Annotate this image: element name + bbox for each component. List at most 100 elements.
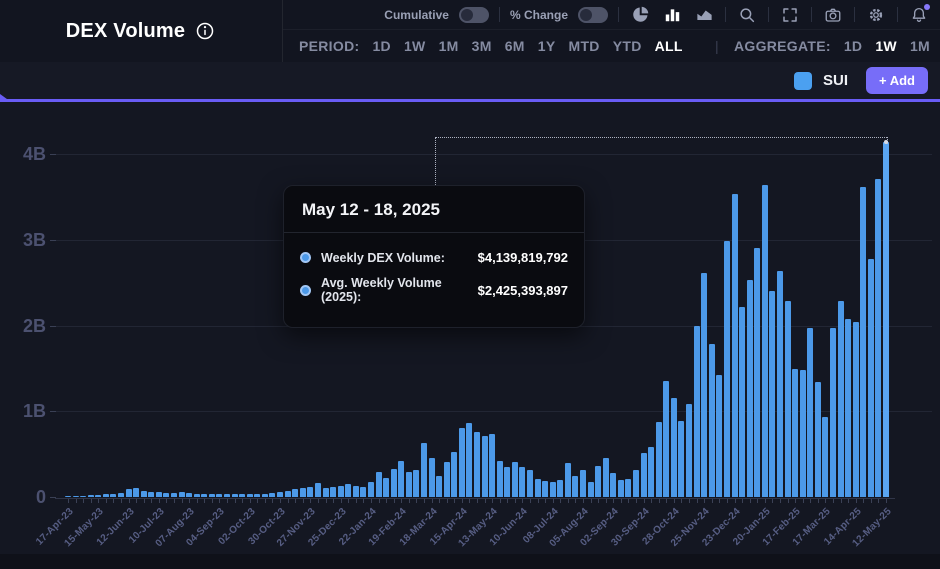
volume-bar[interactable]	[723, 240, 730, 497]
volume-bar[interactable]	[224, 494, 231, 497]
period-option-1d[interactable]: 1D	[372, 38, 391, 54]
info-icon[interactable]	[194, 20, 216, 42]
volume-bar[interactable]	[148, 491, 155, 497]
volume-bar[interactable]	[398, 460, 405, 497]
volume-bar[interactable]	[360, 486, 367, 497]
volume-bar[interactable]	[314, 483, 321, 497]
aggregate-option-1m[interactable]: 1M	[909, 38, 930, 54]
volume-bar[interactable]	[534, 478, 541, 497]
period-option-1y[interactable]: 1Y	[537, 38, 556, 54]
volume-bar[interactable]	[845, 319, 852, 497]
volume-bar[interactable]	[383, 478, 390, 497]
volume-bar[interactable]	[261, 493, 268, 497]
-change-toggle[interactable]	[578, 6, 608, 23]
volume-bar[interactable]	[330, 486, 337, 497]
volume-bar[interactable]	[527, 470, 533, 497]
volume-bar[interactable]	[625, 478, 632, 497]
volume-bar[interactable]	[254, 493, 261, 497]
volume-bar[interactable]	[852, 322, 859, 497]
volume-bar[interactable]	[716, 375, 723, 497]
period-option-1m[interactable]: 1M	[438, 38, 459, 54]
volume-bar[interactable]	[451, 451, 458, 497]
volume-bar[interactable]	[761, 184, 768, 497]
volume-bar[interactable]	[860, 187, 867, 497]
volume-bar[interactable]	[443, 461, 450, 497]
volume-bar[interactable]	[322, 488, 329, 497]
volume-bar[interactable]	[648, 447, 655, 497]
volume-bar[interactable]	[807, 328, 814, 497]
volume-bar[interactable]	[678, 420, 685, 497]
splitter-handle-icon[interactable]	[0, 94, 9, 107]
volume-bar[interactable]	[337, 485, 344, 497]
volume-bar[interactable]	[686, 403, 693, 497]
volume-bar[interactable]	[140, 490, 147, 497]
volume-bar[interactable]	[208, 494, 215, 497]
settings-icon[interactable]	[865, 4, 887, 26]
volume-bar[interactable]	[193, 493, 200, 497]
volume-bar[interactable]	[405, 472, 412, 497]
volume-bar[interactable]	[95, 495, 102, 497]
volume-bar[interactable]	[670, 398, 677, 497]
volume-bar[interactable]	[504, 466, 511, 497]
volume-bar[interactable]	[277, 491, 284, 497]
volume-bar[interactable]	[345, 484, 352, 497]
volume-bar[interactable]	[87, 495, 94, 497]
volume-bar[interactable]	[65, 496, 71, 497]
volume-bar[interactable]	[436, 475, 443, 497]
volume-bar[interactable]	[481, 436, 488, 497]
volume-bar[interactable]	[867, 259, 874, 497]
volume-bar[interactable]	[769, 291, 776, 497]
volume-bar[interactable]	[420, 442, 427, 497]
volume-bar[interactable]	[299, 488, 306, 497]
volume-bar[interactable]	[814, 382, 821, 497]
volume-bar[interactable]	[367, 482, 374, 497]
volume-bar[interactable]	[754, 248, 761, 497]
volume-bar[interactable]	[171, 492, 178, 497]
volume-bar[interactable]	[102, 494, 109, 497]
volume-bar[interactable]	[496, 460, 503, 497]
volume-bar[interactable]	[731, 194, 738, 497]
dex-volume-chart[interactable]: May 12 - 18, 2025 Weekly DEX Volume: $4,1…	[0, 102, 940, 569]
volume-bar[interactable]	[178, 491, 185, 497]
volume-bar[interactable]	[186, 492, 193, 497]
period-option-ytd[interactable]: YTD	[612, 38, 642, 54]
volume-bar[interactable]	[701, 273, 708, 497]
volume-bar[interactable]	[693, 325, 700, 497]
volume-bar[interactable]	[564, 462, 571, 497]
period-option-3m[interactable]: 3M	[471, 38, 492, 54]
period-option-1w[interactable]: 1W	[403, 38, 426, 54]
period-option-mtd[interactable]: MTD	[568, 38, 600, 54]
volume-bar[interactable]	[489, 433, 496, 497]
volume-bar[interactable]	[633, 469, 640, 497]
volume-bar[interactable]	[428, 458, 435, 497]
area-chart-icon[interactable]	[693, 4, 715, 26]
aggregate-option-1w[interactable]: 1W	[875, 38, 897, 54]
volume-bar[interactable]	[572, 476, 579, 497]
volume-bar[interactable]	[125, 489, 132, 497]
volume-bar[interactable]	[231, 494, 238, 497]
fullscreen-icon[interactable]	[779, 4, 801, 26]
volume-bar[interactable]	[375, 472, 382, 497]
volume-bar[interactable]	[557, 479, 564, 497]
volume-bar[interactable]	[739, 306, 746, 497]
volume-bar[interactable]	[542, 480, 549, 497]
volume-bar[interactable]	[663, 381, 670, 497]
volume-bar[interactable]	[587, 481, 594, 497]
volume-bar[interactable]	[473, 431, 480, 497]
volume-bar[interactable]	[640, 453, 647, 497]
volume-bar[interactable]	[580, 469, 587, 497]
volume-bar[interactable]	[595, 466, 602, 497]
volume-bar[interactable]	[837, 300, 844, 497]
volume-bar[interactable]	[466, 423, 473, 497]
volume-bar[interactable]	[118, 492, 125, 497]
volume-bar[interactable]	[829, 328, 836, 497]
volume-bar[interactable]	[822, 417, 829, 497]
cumulative-toggle[interactable]	[458, 6, 489, 23]
volume-bar[interactable]	[776, 271, 783, 497]
volume-bar[interactable]	[519, 466, 526, 497]
volume-bar[interactable]	[875, 178, 882, 497]
bar-chart-icon[interactable]	[661, 4, 683, 26]
panel-splitter[interactable]	[0, 99, 940, 102]
volume-bar[interactable]	[792, 369, 799, 497]
volume-bar[interactable]	[201, 493, 208, 497]
